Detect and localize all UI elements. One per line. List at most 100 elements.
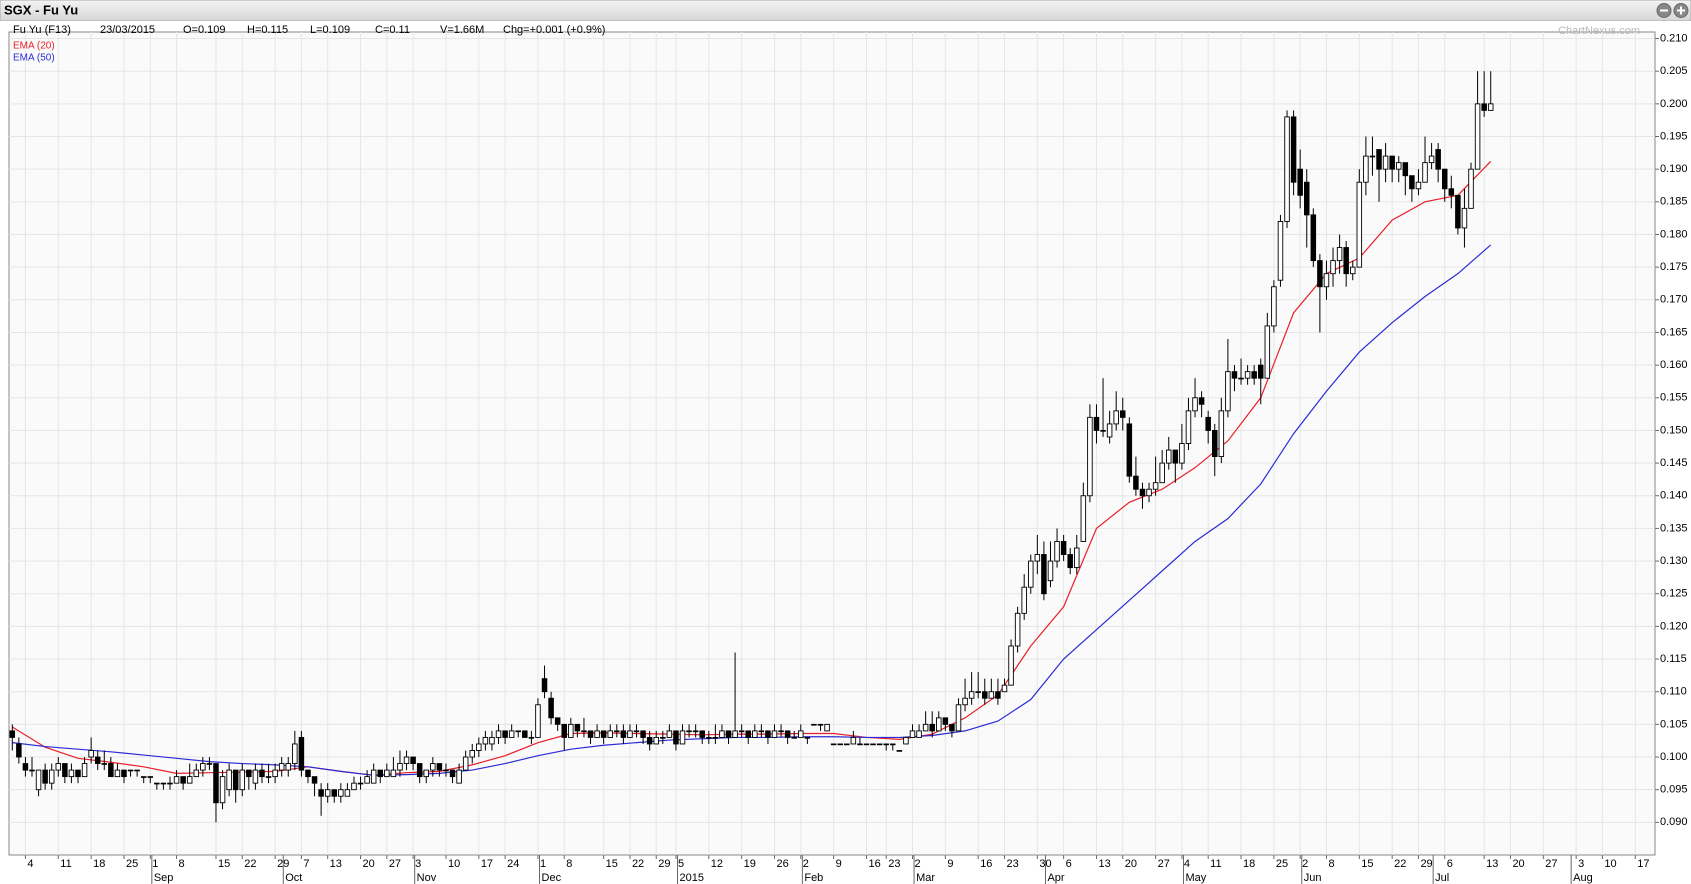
candle-body [331, 789, 338, 797]
candle-body [706, 736, 712, 739]
candle-body [903, 736, 909, 745]
x-tick-label: 2 [914, 858, 920, 870]
candle-body [844, 743, 850, 746]
candle-body [502, 730, 508, 738]
candle-body [16, 743, 22, 758]
info-text: H=0.115 [247, 24, 288, 36]
x-tick-label: 9 [836, 858, 842, 870]
x-tick-label: 15 [606, 858, 618, 870]
x-tick-label: 19 [744, 858, 756, 870]
candle-body [1152, 482, 1159, 490]
candle-body [909, 730, 916, 738]
candle-body [193, 769, 200, 778]
month-label: Oct [285, 872, 302, 884]
candle-body [614, 730, 620, 733]
x-tick-label: 4 [27, 858, 33, 870]
x-tick-label: 25 [126, 858, 138, 870]
candle-body [173, 776, 180, 784]
watermark: ChartNexus.com [1558, 25, 1640, 37]
candle-body [1126, 423, 1133, 477]
candle-body [1474, 103, 1481, 170]
candle-body [219, 776, 226, 804]
candle-body [982, 691, 988, 699]
candle-body [1231, 371, 1238, 379]
candle-body [1120, 410, 1126, 418]
candle-body [311, 776, 318, 784]
candle-body [1093, 416, 1100, 431]
candle-body [232, 769, 239, 791]
x-tick-label: 23 [888, 858, 900, 870]
candle-body [292, 743, 298, 765]
candle-body [811, 723, 817, 726]
y-tick-label: 0.195 [1660, 130, 1688, 142]
x-tick-label: 10 [448, 858, 460, 870]
candle-body [81, 763, 88, 778]
y-tick-label: 0.100 [1660, 751, 1688, 763]
candle-body [778, 730, 784, 733]
y-tick-label: 0.185 [1660, 196, 1688, 208]
info-text: L=0.109 [310, 24, 350, 36]
month-label: Aug [1573, 872, 1593, 884]
candle-body [1455, 194, 1461, 229]
x-tick-label: 29 [658, 858, 670, 870]
minimize-icon [1660, 9, 1668, 12]
candle-body [1428, 155, 1435, 164]
x-tick-label: 18 [93, 858, 105, 870]
candle-body [278, 763, 285, 771]
candle-body [942, 717, 949, 725]
info-text: Chg=+0.001 (+0.9%) [503, 24, 605, 36]
candle-body [370, 769, 377, 784]
x-tick-label: 18 [1243, 858, 1255, 870]
candle-body [692, 730, 699, 733]
candle-body [186, 776, 193, 784]
candle-body [48, 769, 55, 784]
candle-body [9, 730, 16, 738]
candle-body [42, 769, 48, 784]
candle-body [1448, 188, 1455, 196]
x-tick-label: 27 [389, 858, 401, 870]
candle-body [528, 736, 535, 739]
x-tick-label: 15 [218, 858, 230, 870]
candle-body [548, 697, 554, 719]
candle-body [1238, 377, 1244, 380]
candle-body [1212, 429, 1218, 458]
legend-entry: EMA (50) [13, 53, 55, 64]
y-tick-label: 0.125 [1660, 588, 1688, 600]
candle-body [1100, 429, 1106, 432]
candle-body [108, 763, 114, 778]
candle-body [259, 769, 265, 778]
x-tick-label: 11 [60, 858, 71, 870]
candle-body [1435, 149, 1441, 170]
candle-body [660, 736, 666, 739]
x-tick-label: 6 [1447, 858, 1453, 870]
candle-body [1317, 260, 1323, 288]
candle-body [955, 704, 962, 732]
candle-body [403, 756, 410, 765]
candle-body [1402, 162, 1409, 177]
candle-body [1192, 397, 1198, 412]
candle-body [699, 730, 705, 738]
candle-body [554, 717, 561, 725]
x-tick-label: 9 [947, 858, 953, 870]
candle-body [140, 776, 147, 778]
y-tick-label: 0.180 [1660, 228, 1688, 240]
x-tick-label: 8 [566, 858, 572, 870]
candle-body [1323, 273, 1330, 288]
x-tick-label: 16 [868, 858, 880, 870]
candle-body [384, 769, 390, 778]
candle-body [476, 743, 482, 751]
candle-body [1179, 443, 1185, 464]
candle-body [318, 789, 324, 797]
candle-body [200, 763, 206, 771]
candle-body [1277, 220, 1284, 281]
ema-line [12, 244, 1492, 776]
x-tick-label: 20 [363, 858, 375, 870]
candle-body [127, 769, 134, 772]
candle-body [975, 691, 981, 693]
candle-body [1054, 541, 1060, 562]
info-text: C=0.11 [375, 24, 410, 36]
x-tick-label: 20 [1125, 858, 1137, 870]
candle-body [1060, 541, 1067, 555]
candle-body [837, 743, 843, 746]
candle-body [1409, 175, 1415, 190]
